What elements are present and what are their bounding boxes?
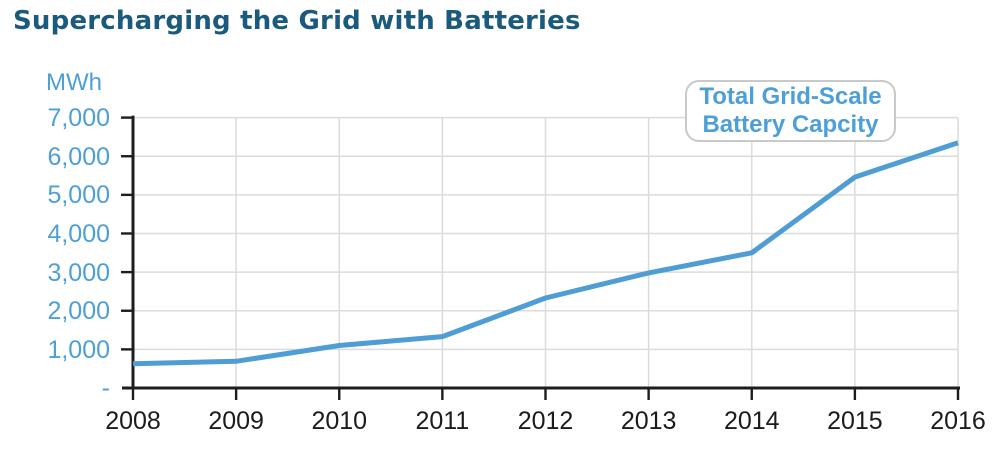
y-axis-tick-label: 3,000	[47, 258, 110, 287]
y-axis-tick-label: 6,000	[47, 142, 110, 171]
x-axis-tick-label: 2009	[208, 407, 264, 435]
y-axis-tick-label: 5,000	[47, 181, 110, 210]
x-axis-tick-label: 2012	[517, 407, 574, 435]
x-axis-tick-label: 2014	[723, 407, 780, 435]
chart-title: Supercharging the Grid with Batteries	[13, 6, 581, 36]
x-axis-tick-label: 2015	[827, 407, 883, 435]
y-axis-tick-label: 7,000	[47, 104, 110, 132]
y-axis-unit-label: MWh	[46, 69, 102, 96]
battery-capacity-line	[132, 140, 959, 367]
x-axis-tick-label: 2013	[620, 407, 677, 435]
y-axis-tick-label: 2,000	[47, 297, 110, 326]
y-axis-zero-label: -	[101, 374, 110, 403]
x-axis-tick-label: 2010	[311, 407, 368, 435]
y-axis-tick-label: 1,000	[47, 335, 110, 364]
y-axis-tick-label: 4,000	[47, 219, 110, 248]
series-annotation-box: Total Grid-Scale Battery Capcity	[685, 80, 896, 142]
annotation-line-1: Total Grid-Scale	[699, 83, 882, 110]
x-axis-tick-label: 2008	[105, 407, 161, 435]
x-axis-tick-label: 2016	[930, 407, 986, 435]
x-axis-tick-label: 2011	[415, 407, 470, 435]
annotation-line-2: Battery Capcity	[702, 111, 879, 138]
